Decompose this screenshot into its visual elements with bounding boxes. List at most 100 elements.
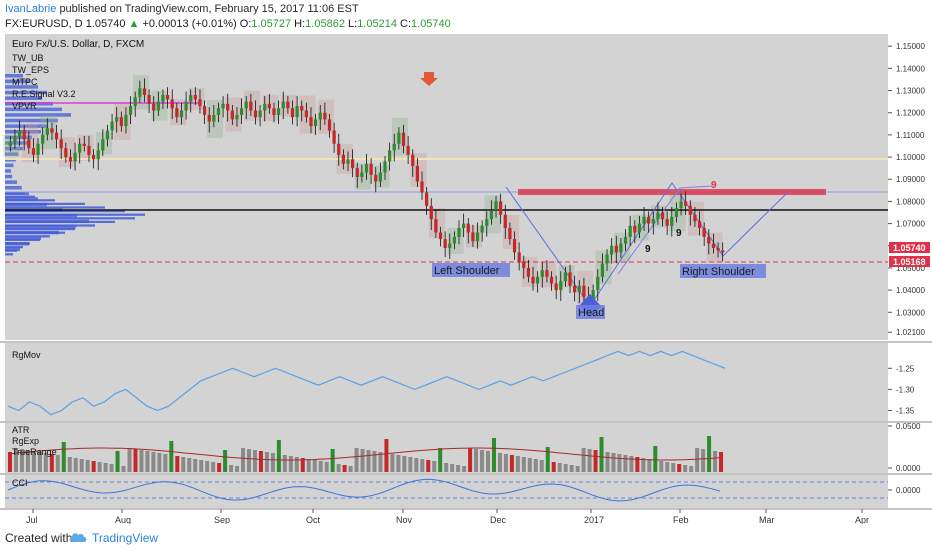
candle-body xyxy=(480,225,484,233)
candle-body xyxy=(332,130,336,144)
publish-line: IvanLabrie published on TradingView.com,… xyxy=(5,3,359,15)
vpvr-bar xyxy=(5,238,40,241)
candle-body xyxy=(323,112,327,120)
atr-bar xyxy=(270,453,275,472)
vpvr-bar xyxy=(5,225,76,229)
cci-axis-bg xyxy=(888,475,932,508)
price-axis[interactable]: 1.15000 1.14000 1.13000 1.12000 1.11000 1.100… xyxy=(888,34,932,340)
atr-bar xyxy=(342,465,347,472)
candle-body xyxy=(610,245,614,255)
candle-body xyxy=(41,134,45,144)
candle-body xyxy=(360,172,364,178)
pattern-polyline xyxy=(505,182,789,307)
atr-bar xyxy=(324,462,329,472)
right-shoulder-badge xyxy=(680,264,766,278)
atr-bar xyxy=(569,465,574,472)
atr-bar xyxy=(318,461,323,472)
atr-bar xyxy=(491,438,496,472)
symbol-label: FX:EURUSD, D xyxy=(5,18,83,30)
td-nine-label-right: 9 xyxy=(676,228,682,239)
candle-body xyxy=(110,121,114,131)
time-tick-label: Jul xyxy=(26,515,38,524)
candle-body xyxy=(637,223,642,233)
candle-body xyxy=(249,101,253,111)
candle-body xyxy=(82,143,86,146)
price-axis-bg xyxy=(888,34,932,340)
published-text: published on TradingView.com, February 1… xyxy=(59,3,359,15)
candle-body xyxy=(253,110,258,118)
candle-body xyxy=(452,236,457,244)
candle-body xyxy=(87,145,91,155)
vpvr-bar xyxy=(5,152,19,156)
atr-bar xyxy=(420,459,425,472)
time-axis[interactable]: Jul Aug Sep Oct Nov Dec 2017 Feb Mar Apr xyxy=(26,509,869,524)
time-tick-label: Nov xyxy=(396,515,413,524)
price-tick-label: 1.11000 xyxy=(896,131,925,140)
atr-bar xyxy=(486,451,490,472)
candle-body xyxy=(300,106,304,111)
vpvr-bar xyxy=(5,195,35,198)
atr-bar xyxy=(199,460,204,472)
resistance-zone xyxy=(518,189,826,195)
atr-bar xyxy=(205,461,210,472)
head-shoulders-lines xyxy=(505,182,789,307)
vpvr-bar xyxy=(5,113,71,117)
atr-bar xyxy=(611,453,616,472)
candle-body xyxy=(374,174,378,182)
l-label: L: xyxy=(348,18,358,30)
atr-legend-0: ATR xyxy=(12,425,30,435)
candle-body xyxy=(54,132,59,140)
atr-bar xyxy=(91,461,96,472)
author-link[interactable]: IvanLabrie xyxy=(5,3,57,15)
candle-body xyxy=(64,148,68,158)
candle-body xyxy=(721,250,725,253)
atr-bar xyxy=(241,448,246,472)
candle-body xyxy=(13,137,17,142)
tradingview-cloud-icon[interactable] xyxy=(68,529,88,545)
left-shoulder-badge xyxy=(432,263,510,277)
candle-body xyxy=(647,216,651,224)
candle-body xyxy=(161,94,165,102)
atr-bar xyxy=(545,447,550,472)
vpvr-bar xyxy=(5,242,30,245)
atr-histogram xyxy=(8,436,724,472)
atr-bar xyxy=(647,459,652,472)
vpvr-bar xyxy=(5,169,11,173)
atr-bar xyxy=(217,463,222,472)
candle-body xyxy=(281,101,285,109)
candle-body xyxy=(679,201,683,209)
chart-svg[interactable]: Left Shoulder Head Right Shoulder 9 9 9 … xyxy=(0,34,932,524)
tradingview-brand-link[interactable]: TradingView xyxy=(92,531,159,545)
candle-body xyxy=(263,103,267,111)
atr-bar xyxy=(79,459,84,472)
rgmov-panel-bg xyxy=(5,343,888,421)
atr-legend-1: RgExp xyxy=(12,436,39,446)
candle-body xyxy=(688,205,692,215)
price-tick-label: 1.09000 xyxy=(896,175,925,184)
atr-bar xyxy=(432,461,437,472)
candle-body xyxy=(656,212,660,220)
candle-body xyxy=(351,159,355,169)
time-tick-label: Dec xyxy=(490,515,507,524)
candle-body xyxy=(105,130,110,140)
candle-body xyxy=(651,219,655,224)
atr-bar xyxy=(145,451,150,472)
candle-body xyxy=(388,150,392,162)
legend-title: Euro Fx/U.S. Dollar, D, FXCM xyxy=(12,39,144,50)
chart-area[interactable]: Left Shoulder Head Right Shoulder 9 9 9 … xyxy=(0,34,932,524)
ohlc-line: FX:EURUSD, D 1.05740 ▲ +0.00013 (+0.01%)… xyxy=(5,18,451,30)
candle-body xyxy=(531,276,535,284)
candle-body xyxy=(175,108,179,118)
atr-bar xyxy=(450,464,455,472)
atr-bar xyxy=(396,455,401,472)
candles xyxy=(8,78,725,313)
cci-axis: 0.0000 xyxy=(888,475,932,508)
candle-body xyxy=(142,88,147,95)
vpvr-bar xyxy=(5,186,22,190)
atr-bar xyxy=(635,457,640,472)
h-label: H: xyxy=(294,18,306,30)
head-badge xyxy=(576,305,605,319)
candle-body xyxy=(258,110,262,118)
atr-bar xyxy=(581,448,586,472)
vpvr-bar xyxy=(5,253,13,256)
